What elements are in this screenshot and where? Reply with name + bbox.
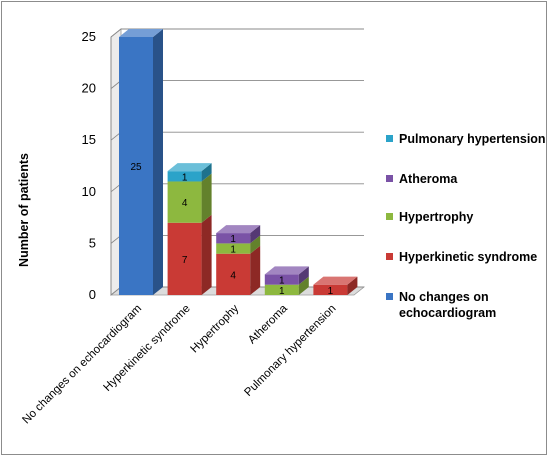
bar-segment-hyperkinetic-syndrome	[313, 276, 358, 295]
bar-side	[201, 163, 212, 182]
bar-front	[216, 233, 251, 244]
legend-label: Hyperkinetic syndrome	[399, 250, 537, 264]
x-axis-labels: No changes on echocardiogramHyperkinetic…	[20, 302, 338, 426]
bar-side	[201, 173, 212, 223]
bar-segment-atheroma	[264, 266, 309, 285]
bar-side	[250, 245, 261, 295]
bar-segment-no-changes-on-echocardiogram	[119, 29, 163, 295]
bar-segment-pulmonary-hypertension	[167, 163, 212, 182]
bar-top	[313, 276, 358, 285]
bar-side	[153, 29, 163, 295]
data-label: 1	[328, 286, 334, 297]
x-tick-label: Atheroma	[246, 302, 290, 346]
bar-front	[167, 171, 202, 182]
x-tick-label: Hyperkinetic syndrome	[102, 303, 193, 394]
bar-front	[167, 181, 202, 223]
x-tick-label: Pulmonary hypertension	[242, 303, 338, 399]
bar-side	[250, 235, 261, 254]
y-axis-ticks: 0 5 10 15 20 25	[82, 29, 112, 302]
bar-front	[216, 243, 251, 254]
legend-item-hyperkinetic-syndrome: Hyperkinetic syndrome	[386, 250, 537, 264]
data-label: 1	[279, 286, 285, 297]
y-axis-title: Number of patients	[17, 153, 31, 267]
legend-label: No changes on echocardiogram	[399, 290, 496, 320]
bar-side	[250, 225, 261, 244]
data-label: 4	[182, 198, 188, 209]
bar-front	[167, 222, 202, 295]
x-tick-label: Hypertrophy	[189, 302, 242, 355]
bar-segment-atheroma	[216, 225, 261, 244]
legend-swatch	[386, 135, 393, 142]
bar-top	[216, 225, 261, 234]
bar-front	[119, 37, 153, 295]
legend-label: Hypertrophy	[399, 210, 473, 224]
legend-item-pulmonary-hypertension: Pulmonary hypertension	[386, 132, 546, 146]
bars	[119, 29, 358, 295]
legend-swatch	[386, 293, 393, 300]
data-label: 1	[279, 276, 285, 287]
y-tick-label: 10	[82, 184, 96, 199]
bar-front	[216, 253, 251, 295]
y-tick-label: 15	[82, 132, 96, 147]
data-label: 25	[130, 162, 142, 173]
bar-side	[347, 276, 358, 295]
legend-item-hypertrophy: Hypertrophy	[386, 210, 473, 224]
y-tick-label: 5	[89, 235, 96, 250]
bar-front	[264, 274, 299, 285]
bar-top	[264, 266, 309, 275]
legend-swatch	[386, 253, 393, 260]
data-label: 7	[182, 255, 188, 266]
y-tick-label: 25	[82, 29, 96, 44]
legend: Pulmonary hypertension Atheroma Hypertroph…	[386, 132, 546, 320]
legend-swatch	[386, 213, 393, 220]
y-tick-label: 0	[89, 287, 96, 302]
bar-segment-hypertrophy	[264, 276, 309, 295]
bar-side	[201, 214, 212, 295]
legend-label: Atheroma	[399, 172, 458, 186]
bar-top	[167, 163, 212, 172]
legend-swatch	[386, 175, 393, 182]
gridline	[110, 28, 364, 38]
data-label: 1	[230, 245, 236, 256]
bar-top	[119, 29, 163, 37]
bar-side	[298, 266, 309, 285]
bar-side	[298, 276, 309, 295]
bar-segment-hypertrophy	[167, 173, 212, 223]
bar-segment-hyperkinetic-syndrome	[167, 214, 212, 295]
bar-front	[313, 284, 348, 295]
bar-segment-hypertrophy	[216, 235, 261, 254]
data-label: 1	[230, 234, 236, 245]
data-label: 1	[182, 172, 188, 183]
legend-label: Pulmonary hypertension	[399, 132, 546, 146]
legend-item-no-changes-on-echocardiogram: No changes on echocardiogram	[386, 290, 496, 320]
legend-item-atheroma: Atheroma	[386, 172, 458, 186]
data-label: 4	[230, 270, 236, 281]
y-tick-label: 20	[82, 81, 96, 96]
bar-front	[264, 284, 299, 295]
bar-segment-hyperkinetic-syndrome	[216, 245, 261, 295]
